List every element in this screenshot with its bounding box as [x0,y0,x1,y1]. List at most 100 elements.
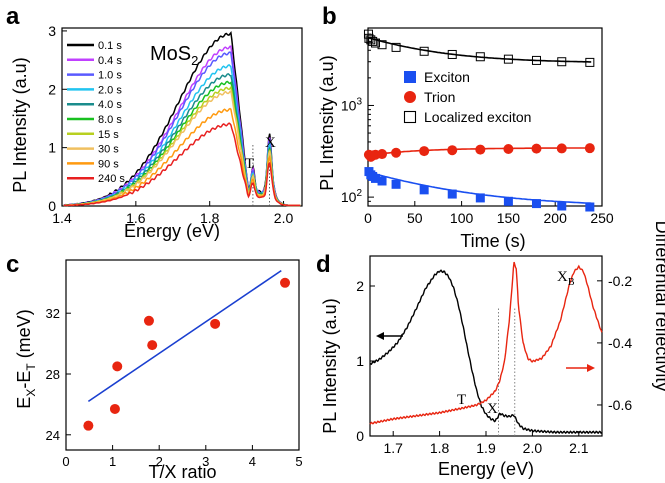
trion-marker [377,149,388,160]
trion-marker [419,146,430,157]
data-point [147,340,158,351]
y-tick-label: 1 [356,353,364,369]
panel-b-chart: 0 50 100 150 200 250 102 103 Time (s) PL Intensit… [317,27,614,251]
axes-frame [367,27,603,207]
peak-label-X: X [487,401,498,417]
localized-exciton-marker [447,49,457,59]
legend-marker-localized [403,110,417,124]
y-tick-label: 102 [341,188,363,205]
legend-label: 90 s [98,158,119,170]
localized-exciton-marker [391,42,401,52]
y2-axis-label: Differential reflectivity [652,221,665,392]
trion-marker [556,143,567,154]
left-axis-arrow-head [376,332,384,340]
exciton-marker [531,199,541,209]
x-tick-label: 1 [109,454,116,469]
y-axis-label: EX-ET (meV) [14,309,38,408]
y-axis-label: PL Intensity (a.u) [320,298,340,433]
y-tick-label: 103 [341,96,363,113]
localized-exciton-marker [368,36,378,46]
legend-label: Localized exciton [424,109,531,125]
reflectivity-curve [369,261,603,425]
data-point [210,318,221,329]
panel-letter-b: b [322,3,337,30]
axes-frame [61,27,303,207]
exciton-marker [391,179,401,189]
y-tick-label: 0 [48,198,56,214]
y-tick-label: 3 [48,23,56,39]
legend-label: 240 s [98,173,125,185]
x-tick-label: 1.6 [126,210,146,226]
legend-label: 0.1 s [98,40,122,52]
exciton-marker [377,176,387,186]
x-tick-label: 1.8 [430,440,450,456]
peak-label-T: T [245,156,254,172]
x-tick-label: 1.9 [476,440,496,456]
x-tick-label: 1.4 [52,210,72,226]
trion-marker [503,143,514,154]
x-tick-label: 200 [544,210,568,226]
data-point [109,403,120,414]
x-tick-label: 5 [295,454,302,469]
x-tick-label: 250 [590,210,614,226]
legend-label: Exciton [424,69,470,85]
legend-marker-exciton [404,71,416,83]
y-tick-label: 24 [46,428,60,443]
right-axis-arrow-head [587,364,595,372]
x-axis-label: Energy (eV) [124,221,220,241]
y2-tick-label: -0.2 [608,273,632,289]
panel-letter-d: d [316,251,331,278]
y-tick-label: 28 [46,367,60,382]
legend-label: 1.0 s [98,70,122,82]
data-point [112,361,123,372]
trion-marker [531,143,542,154]
spectrum-line [63,89,301,207]
x-axis-label: Time (s) [460,231,525,251]
exciton-marker [585,202,595,212]
localized-exciton-marker [419,46,429,56]
y-axis-label: PL Intensity (a.u) [10,57,30,192]
peak-label-T: T [457,392,466,408]
panel-a-chart: 1.4 1.6 1.8 2.0 0 1 2 3 Energy (eV) PL Intensity … [10,23,303,241]
legend-label: 0.4 s [98,55,122,67]
x-tick-label: 2.1 [569,440,589,456]
trion-marker [447,145,458,156]
fit-curve [368,36,592,63]
legend-label: 2.0 s [98,84,122,96]
y-tick-label: 2 [48,81,56,97]
x-tick-label: 1.7 [383,440,403,456]
x-tick-label: 2 [156,454,163,469]
x-tick-label: 2.0 [274,210,294,226]
localized-exciton-marker [366,35,376,45]
trion-marker [391,147,402,158]
localized-exciton-marker [377,40,387,50]
fit-line [87,269,282,403]
localized-exciton-marker [557,57,567,67]
legend-label: 15 s [98,129,119,141]
spectrum-line [63,122,301,207]
y-tick-label: 32 [46,306,60,321]
x-tick-label: 50 [407,210,423,226]
x-tick-label: 100 [450,210,474,226]
peak-label-X: X [265,135,276,151]
trion-marker [584,143,595,154]
x-tick-label: 3 [202,454,209,469]
data-point [280,277,291,288]
x-axis-label: T/X ratio [148,462,216,482]
legend-marker-trion [404,91,416,103]
exciton-marker [475,193,485,203]
peak-label-XB: XB [557,269,575,288]
y-tick-label: 1 [48,140,56,156]
trion-marker [475,144,486,155]
y2-tick-label: -0.6 [608,397,632,413]
x-tick-label: 2.0 [523,440,543,456]
x-axis-label: Energy (eV) [438,459,534,479]
legend-label: 30 s [98,144,119,156]
spectrum-line [63,107,301,207]
x-tick-label: 150 [497,210,521,226]
pl-curve [369,269,603,435]
x-tick-label: 0 [62,454,69,469]
localized-exciton-marker [503,54,513,64]
x-tick-label: 4 [249,454,256,469]
